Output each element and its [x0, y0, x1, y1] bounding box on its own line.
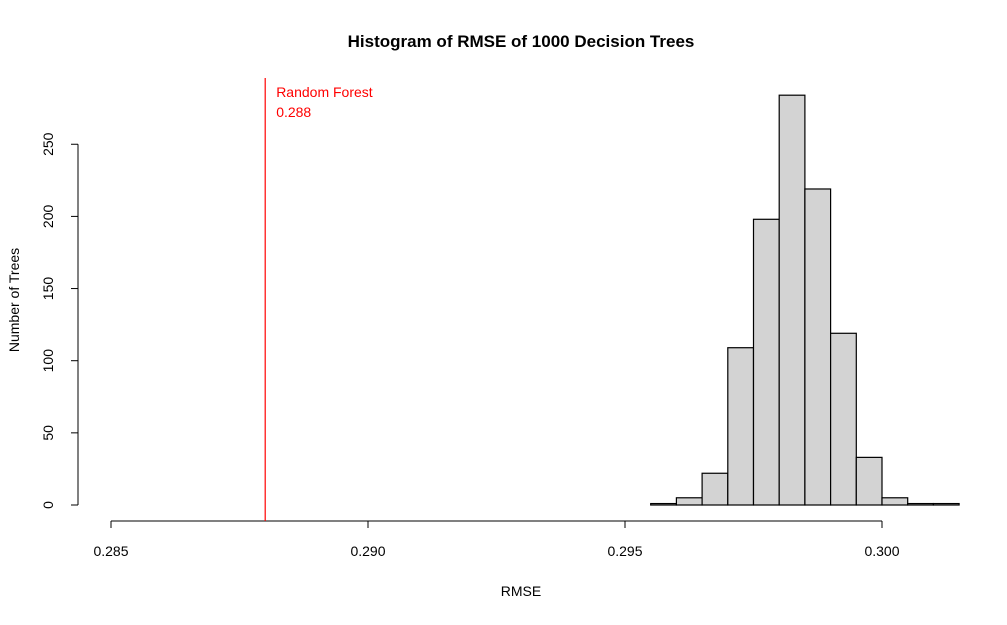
y-tick-label: 250	[40, 132, 56, 156]
x-axis-label: RMSE	[501, 583, 541, 599]
histogram-bar-9	[881, 497, 909, 506]
bars	[650, 94, 960, 506]
x-tick-label: 0.290	[350, 543, 385, 559]
reference-line-value: 0.288	[276, 104, 311, 120]
y-tick-label: 100	[40, 349, 56, 373]
histogram-bar-6	[804, 188, 832, 506]
y-tick-label: 200	[40, 205, 56, 229]
x-tick-label: 0.300	[864, 543, 899, 559]
y-tick-label: 50	[40, 425, 56, 441]
y-axis: 0 50 100 150 200 250	[40, 132, 79, 509]
histogram-bar-1	[675, 497, 703, 506]
x-tick-label: 0.295	[607, 543, 642, 559]
histogram-bar-10	[907, 502, 935, 506]
histogram-bar-0	[650, 502, 678, 506]
histogram-bar-8	[855, 456, 883, 506]
reference-line-label: Random Forest	[276, 84, 373, 100]
y-tick-label: 150	[40, 277, 56, 301]
histogram-bar-4	[752, 218, 780, 506]
x-axis: 0.285 0.290 0.295 0.300	[93, 520, 900, 559]
chart-title: Histogram of RMSE of 1000 Decision Trees	[348, 32, 695, 51]
histogram-bar-2	[701, 472, 729, 506]
y-tick-label: 0	[40, 501, 56, 509]
x-tick-label: 0.285	[93, 543, 128, 559]
histogram-bar-11	[932, 502, 960, 506]
histogram-bar-5	[778, 94, 806, 506]
y-axis-label: Number of Trees	[6, 248, 22, 352]
histogram-bar-3	[727, 347, 755, 506]
histogram-bar-7	[829, 332, 857, 506]
